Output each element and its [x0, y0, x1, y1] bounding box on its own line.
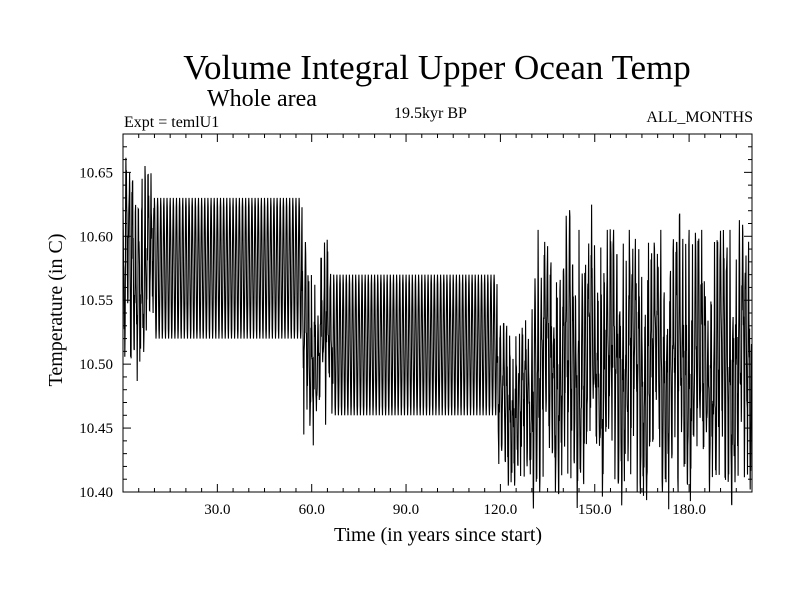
x-tick-label: 120.0: [484, 502, 518, 518]
months-label: ALL_MONTHS: [646, 109, 753, 126]
x-axis: 30.0 60.0 90.0 120.0 150.0 180.0: [138, 134, 737, 518]
y-tick-label: 10.55: [79, 293, 113, 309]
y-tick-label: 10.40: [79, 485, 113, 501]
x-tick-label: 90.0: [393, 502, 419, 518]
x-tick-label: 150.0: [578, 502, 612, 518]
y-tick-label: 10.65: [79, 165, 113, 181]
experiment-label: Expt = temlU1: [124, 114, 220, 131]
x-axis-label: Time (in years since start): [334, 524, 542, 546]
series-layer: [122, 157, 753, 510]
y-axis: 10.40 10.45 10.50 10.55 10.60 10.65: [79, 146, 752, 501]
y-tick-label: 10.60: [79, 229, 113, 245]
period-label: 19.5kyr BP: [394, 105, 467, 122]
chart-subtitle: Whole area: [207, 86, 317, 112]
x-tick-label: 60.0: [299, 502, 325, 518]
x-tick-label: 180.0: [672, 502, 706, 518]
y-axis-label: Temperature (in C): [45, 234, 67, 387]
y-tick-label: 10.50: [79, 357, 113, 373]
x-tick-label: 30.0: [204, 502, 230, 518]
y-tick-label: 10.45: [79, 421, 113, 437]
series-line: [122, 157, 753, 510]
chart-title: Volume Integral Upper Ocean Temp: [183, 48, 691, 87]
